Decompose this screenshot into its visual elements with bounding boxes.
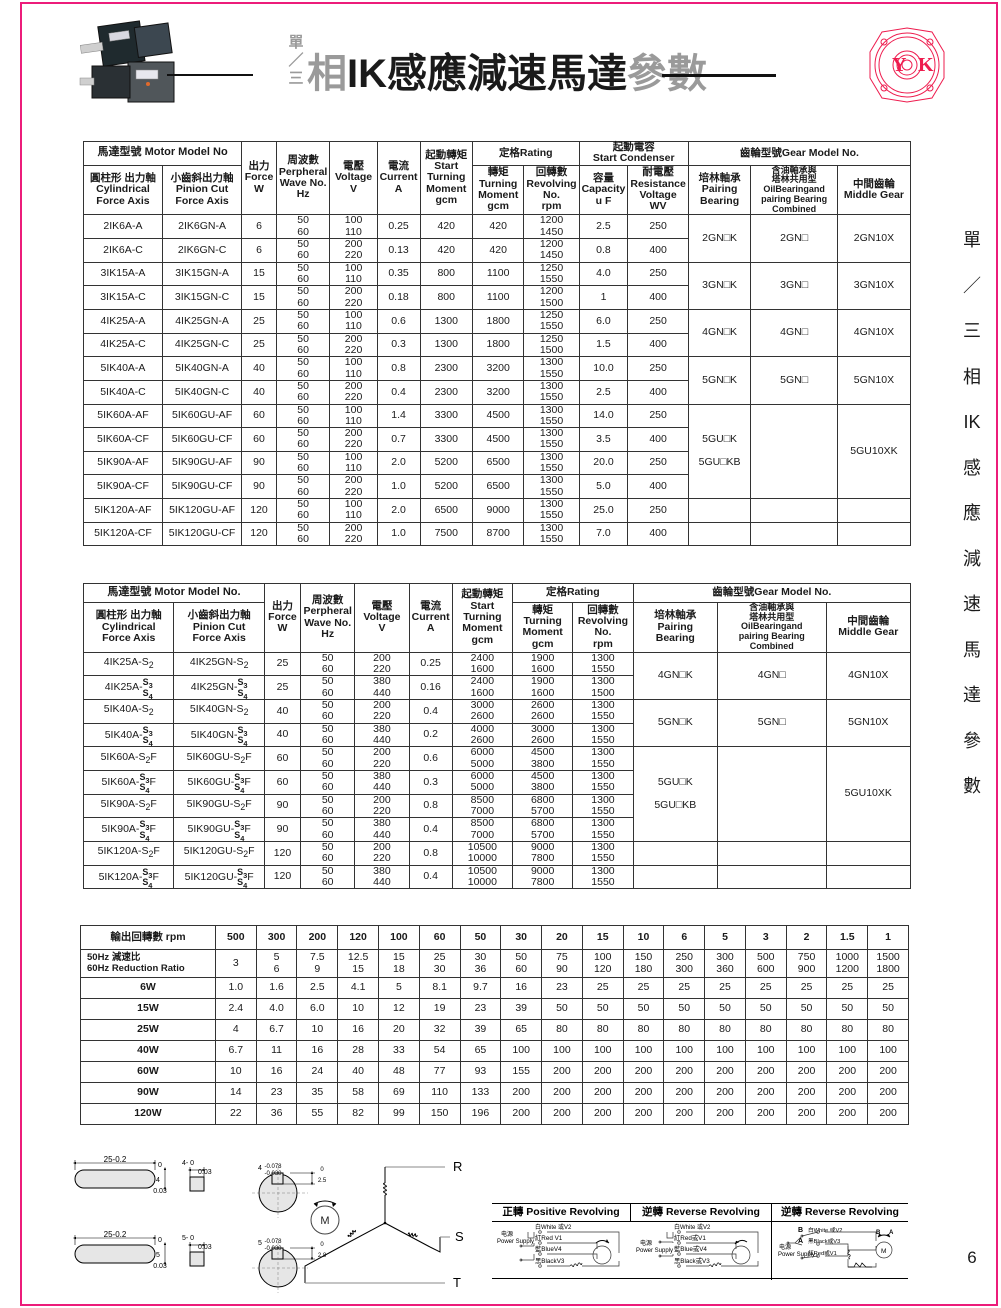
svg-text:S: S bbox=[455, 1229, 464, 1244]
svg-text:白White 或V2: 白White 或V2 bbox=[808, 1226, 842, 1234]
svg-text:0.03: 0.03 bbox=[153, 1263, 167, 1270]
svg-text:R: R bbox=[453, 1159, 462, 1174]
svg-text:4: 4 bbox=[258, 1165, 262, 1172]
svg-text:A: A bbox=[889, 1230, 894, 1236]
svg-text:0: 0 bbox=[158, 1237, 162, 1244]
svg-text:T: T bbox=[453, 1275, 461, 1290]
svg-text:电源: 电源 bbox=[779, 1243, 791, 1251]
svg-text:0.03: 0.03 bbox=[198, 1169, 212, 1176]
svg-text:藍BlueV4: 藍BlueV4 bbox=[535, 1244, 562, 1253]
svg-text:白White 或V2: 白White 或V2 bbox=[674, 1223, 711, 1231]
svg-text:5: 5 bbox=[156, 1252, 160, 1259]
svg-text:0.03: 0.03 bbox=[198, 1244, 212, 1251]
svg-text:Y: Y bbox=[892, 54, 907, 76]
svg-text:-0.030: -0.030 bbox=[264, 1171, 282, 1177]
svg-text:Power Supply: Power Supply bbox=[497, 1239, 534, 1245]
svg-text:电源: 电源 bbox=[501, 1230, 513, 1238]
svg-text:K: K bbox=[918, 54, 934, 76]
svg-text:5- 0: 5- 0 bbox=[182, 1235, 194, 1242]
svg-text:紅Red V1: 紅Red V1 bbox=[535, 1233, 563, 1242]
svg-text:M: M bbox=[881, 1248, 886, 1255]
svg-text:Power Supply: Power Supply bbox=[636, 1248, 673, 1254]
svg-text:黑BlackV3: 黑BlackV3 bbox=[535, 1257, 565, 1265]
svg-text:紅Red或V1: 紅Red或V1 bbox=[674, 1233, 706, 1242]
svg-text:-0.078: -0.078 bbox=[264, 1164, 282, 1170]
svg-text:25-0.2: 25-0.2 bbox=[104, 1230, 127, 1239]
svg-text:白White 或V2: 白White 或V2 bbox=[535, 1223, 572, 1231]
svg-text:B: B bbox=[798, 1227, 803, 1234]
svg-text:4: 4 bbox=[156, 1177, 160, 1184]
svg-text:-0.030: -0.030 bbox=[264, 1246, 282, 1252]
svg-text:4- 0: 4- 0 bbox=[182, 1160, 194, 1167]
svg-text:0.03: 0.03 bbox=[153, 1188, 167, 1195]
svg-text:5: 5 bbox=[258, 1240, 262, 1247]
svg-text:0: 0 bbox=[158, 1162, 162, 1169]
svg-text:25-0.2: 25-0.2 bbox=[104, 1155, 127, 1164]
svg-text:黑Black或V3: 黑Black或V3 bbox=[674, 1256, 710, 1265]
svg-text:M: M bbox=[320, 1215, 329, 1227]
svg-text:藍Blue或V4: 藍Blue或V4 bbox=[674, 1244, 707, 1253]
svg-text:电源: 电源 bbox=[640, 1239, 652, 1247]
svg-text:-0.078: -0.078 bbox=[264, 1239, 282, 1245]
